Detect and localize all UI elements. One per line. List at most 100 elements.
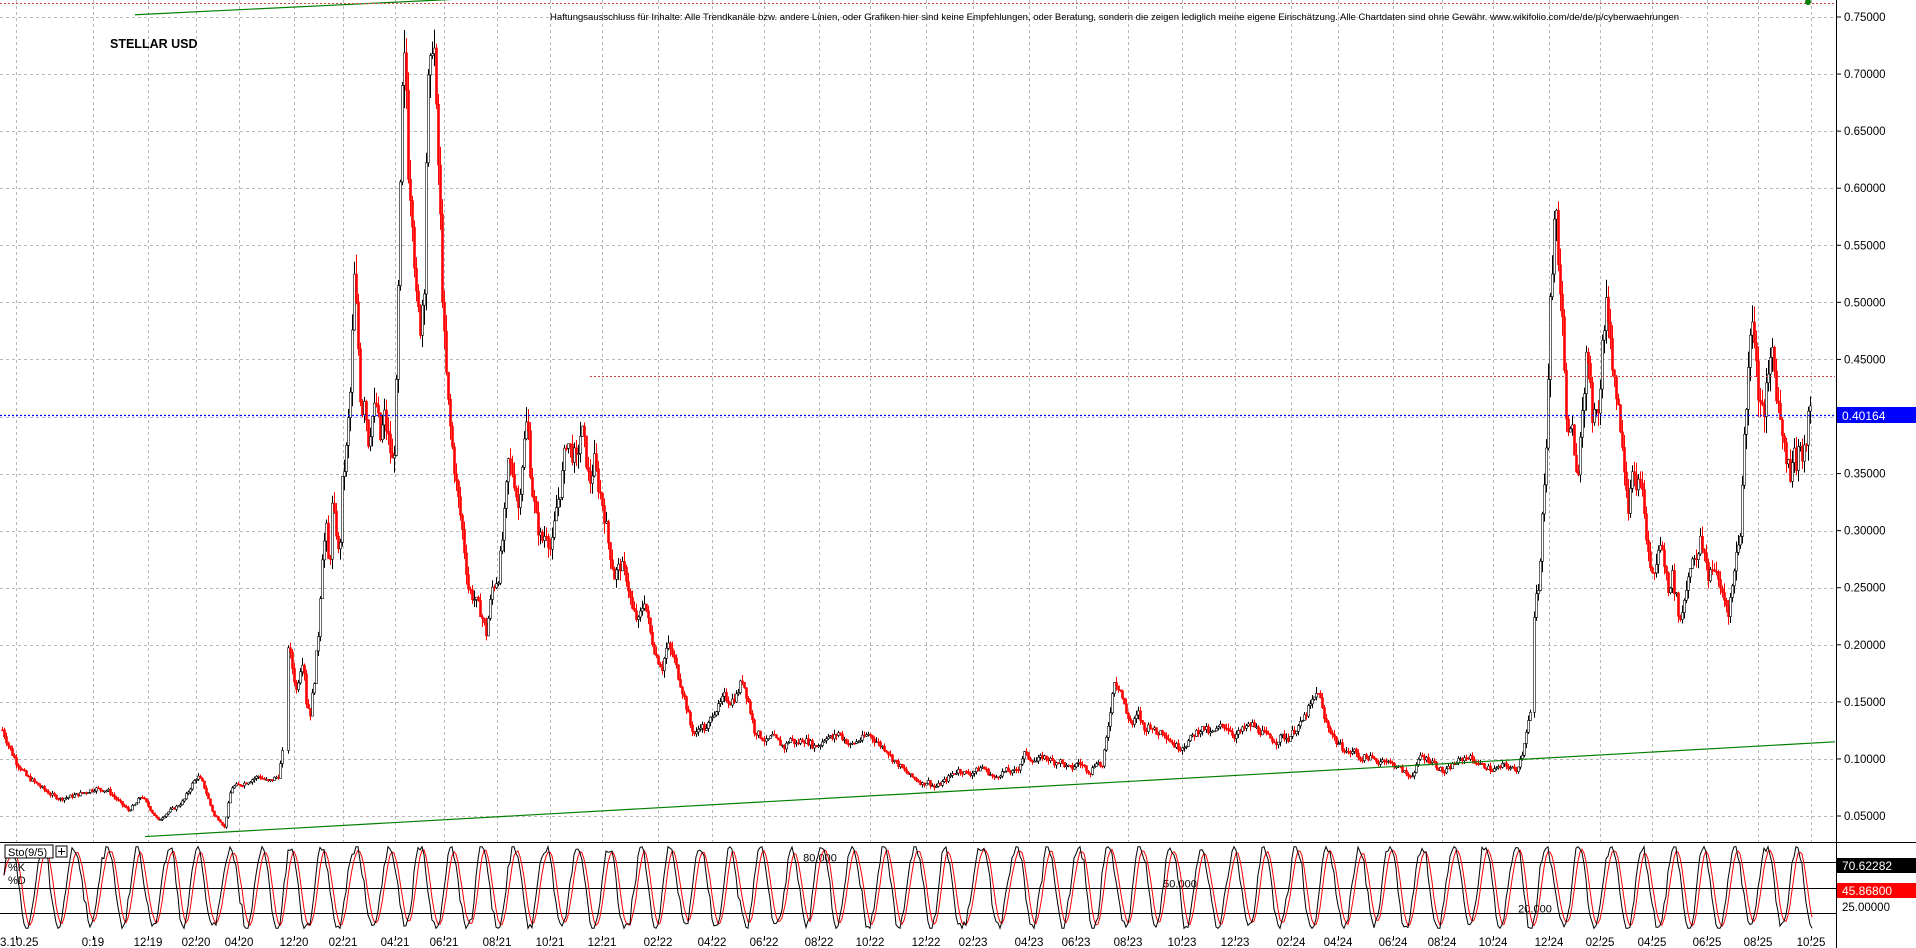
candle	[407, 72, 410, 184]
candle	[1213, 730, 1216, 733]
candle	[999, 774, 1002, 780]
candle	[345, 442, 348, 477]
candle	[1011, 769, 1014, 776]
candle	[631, 590, 634, 610]
price-candles	[1, 29, 1812, 829]
candle	[1479, 759, 1482, 766]
candle	[1529, 709, 1532, 721]
candle	[1655, 553, 1658, 578]
candle	[1241, 725, 1244, 735]
candle	[511, 455, 514, 478]
candle	[599, 479, 602, 500]
last-price-tag: 0.40164	[1837, 407, 1916, 423]
candle	[1621, 420, 1624, 452]
candle	[19, 765, 22, 772]
candle	[1809, 396, 1812, 424]
candle	[317, 631, 320, 657]
candle	[1627, 478, 1630, 521]
candle	[1509, 765, 1512, 771]
candle	[761, 737, 764, 742]
candle	[1549, 292, 1552, 398]
candle	[415, 257, 418, 302]
candle	[1767, 360, 1770, 392]
candle	[249, 780, 252, 784]
candle	[157, 816, 160, 821]
candle	[187, 790, 190, 796]
candle	[1673, 563, 1676, 601]
candle	[1467, 756, 1470, 760]
candle	[1117, 685, 1120, 693]
candle	[1433, 758, 1436, 764]
candle	[695, 727, 698, 737]
candle	[745, 687, 748, 705]
candle	[1635, 462, 1638, 496]
candle	[1585, 345, 1588, 411]
candle	[935, 783, 938, 788]
candle	[1073, 764, 1076, 770]
candle	[137, 797, 140, 804]
candle	[1683, 598, 1686, 619]
candle	[519, 488, 522, 515]
stochastic-k-value: 70.62282	[1842, 859, 1892, 873]
candle	[1677, 591, 1680, 623]
candle	[1153, 725, 1156, 731]
candle	[1667, 571, 1670, 597]
candle	[607, 519, 610, 550]
candle	[1099, 761, 1102, 768]
candle	[1235, 730, 1238, 744]
candle	[1541, 511, 1544, 573]
candle	[771, 731, 774, 737]
candle	[1037, 754, 1040, 765]
candle	[163, 815, 166, 819]
candle	[737, 688, 740, 696]
candle	[239, 784, 242, 787]
x-tick-label: 02:23	[959, 937, 988, 948]
candle	[445, 314, 448, 376]
candle	[473, 590, 476, 607]
candle	[1769, 347, 1772, 392]
candle	[67, 796, 70, 800]
candle	[359, 342, 362, 407]
candle	[47, 789, 50, 795]
x-tick-label: 04:22	[698, 937, 727, 948]
candle	[81, 792, 84, 794]
candle	[55, 794, 58, 800]
candle	[1145, 727, 1148, 736]
candle	[349, 387, 352, 432]
x-tick-label: 04:20	[225, 937, 254, 948]
candle	[241, 784, 244, 788]
candle	[1113, 682, 1116, 697]
stochastic-label-box	[4, 844, 54, 859]
candle	[1565, 362, 1568, 432]
candle	[1571, 415, 1574, 436]
stochastic-level-label: 50.000	[1163, 879, 1197, 891]
candle	[463, 521, 466, 560]
candle	[43, 785, 46, 793]
candle	[375, 392, 378, 408]
x-tick-label: 08:23	[1114, 937, 1143, 948]
x-tick-label: 10:25	[1797, 937, 1826, 948]
candle	[1705, 544, 1708, 571]
candle	[1799, 442, 1802, 452]
candle	[1539, 558, 1542, 592]
candle	[103, 790, 106, 794]
candle	[709, 716, 712, 727]
candle	[1759, 388, 1762, 417]
candle	[501, 531, 504, 555]
candle	[739, 679, 742, 695]
candle	[1261, 725, 1264, 736]
candle	[147, 799, 150, 808]
candle	[483, 617, 486, 626]
candle	[779, 735, 782, 746]
candle	[1245, 723, 1248, 732]
candle	[1589, 355, 1592, 389]
candle	[721, 693, 724, 706]
candle	[335, 503, 338, 540]
candle	[529, 422, 532, 480]
candle	[327, 515, 330, 559]
candle	[115, 795, 118, 802]
candle	[1207, 723, 1210, 735]
candle	[1639, 471, 1642, 489]
candle	[1631, 465, 1634, 493]
